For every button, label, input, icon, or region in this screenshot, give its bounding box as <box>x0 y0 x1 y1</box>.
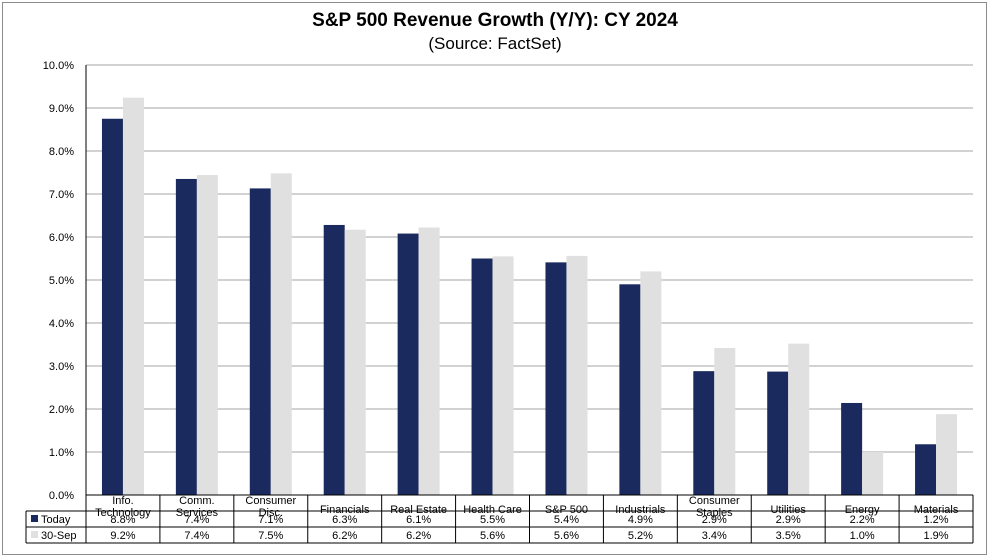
category-label: Services <box>176 507 219 519</box>
category-label: Comm. <box>179 495 214 507</box>
bar-sep30 <box>862 452 884 495</box>
data-label: 6.1% <box>406 514 431 526</box>
data-label: 5.2% <box>628 530 653 542</box>
legend-label: Today <box>41 514 71 526</box>
data-label: 2.9% <box>776 514 801 526</box>
bar-today <box>101 118 123 495</box>
data-label: 1.0% <box>850 530 875 542</box>
category-label: Energy <box>845 504 880 516</box>
data-label: 6.2% <box>406 530 431 542</box>
bar-sep30 <box>714 347 736 495</box>
legend-key <box>31 515 38 522</box>
legend-key <box>31 531 38 538</box>
data-label: 6.2% <box>332 530 357 542</box>
y-tick-label: 10.0% <box>43 60 74 72</box>
data-label: 8.8% <box>110 514 135 526</box>
bars <box>101 97 958 496</box>
chart-subtitle: (Source: FactSet) <box>428 34 561 53</box>
y-tick-label: 2.0% <box>49 404 74 416</box>
data-label: 1.9% <box>924 530 949 542</box>
data-label: 5.6% <box>480 530 505 542</box>
legend-label: 30-Sep <box>41 530 76 542</box>
category-label: Financials <box>320 504 370 516</box>
y-tick-label: 7.0% <box>49 189 74 201</box>
data-label: 5.4% <box>554 514 579 526</box>
category-label: Info. <box>112 495 133 507</box>
category-label: Health Care <box>463 504 522 516</box>
data-label: 2.2% <box>850 514 875 526</box>
category-label: Consumer <box>689 495 740 507</box>
data-label: 3.5% <box>776 530 801 542</box>
data-label: 5.5% <box>480 514 505 526</box>
category-label: Industrials <box>615 504 666 516</box>
bar-sep30 <box>418 227 440 496</box>
bar-sep30 <box>566 255 588 495</box>
bar-sep30 <box>196 175 218 495</box>
y-tick-label: 3.0% <box>49 361 74 373</box>
bar-today <box>841 402 863 495</box>
y-tick-label: 4.0% <box>49 318 74 330</box>
bar-today <box>767 371 789 495</box>
category-label: Materials <box>914 504 959 516</box>
bar-today <box>693 371 715 495</box>
bar-today <box>545 262 567 495</box>
data-label: 5.6% <box>554 530 579 542</box>
category-label: Technology <box>95 507 151 519</box>
data-label: 6.3% <box>332 514 357 526</box>
y-tick-label: 5.0% <box>49 275 74 287</box>
category-label: Consumer <box>245 495 296 507</box>
bar-sep30 <box>640 271 662 495</box>
bar-sep30 <box>788 343 810 495</box>
bar-sep30 <box>122 97 144 496</box>
bar-today <box>471 258 493 495</box>
bar-sep30 <box>492 256 514 495</box>
gridlines <box>86 64 973 453</box>
category-label: Utilities <box>770 504 806 516</box>
y-tick-label: 0.0% <box>49 490 74 502</box>
bar-sep30 <box>936 414 958 495</box>
bar-today <box>915 444 937 495</box>
data-table: Info.TechnologyComm.ServicesConsumerDisc… <box>25 494 974 544</box>
axes: 0.0% 1.0% 2.0% 3.0% 4.0% 5.0% 6.0% 7.0% 8.0% 9.0%… <box>43 60 87 543</box>
bar-today <box>323 224 345 495</box>
data-label: 2.9% <box>702 514 727 526</box>
data-label: 7.4% <box>184 530 209 542</box>
chart-title: S&P 500 Revenue Growth (Y/Y): CY 2024 <box>312 10 678 31</box>
y-tick-label: 6.0% <box>49 232 74 244</box>
bar-sep30 <box>344 229 366 495</box>
category-label: S&P 500 <box>545 504 588 516</box>
data-label: 1.2% <box>924 514 949 526</box>
bar-today <box>249 188 271 495</box>
data-label: 7.4% <box>184 514 209 526</box>
category-label: Staples <box>696 507 733 519</box>
data-label: 3.4% <box>702 530 727 542</box>
bar-sep30 <box>270 173 292 496</box>
category-label: Disc. <box>259 507 283 519</box>
y-tick-label: 1.0% <box>49 447 74 459</box>
category-label: Real Estate <box>390 504 447 516</box>
y-tick-label: 8.0% <box>49 146 74 158</box>
bar-today <box>619 284 641 495</box>
data-label: 9.2% <box>110 530 135 542</box>
data-label: 7.5% <box>258 530 283 542</box>
data-label: 4.9% <box>628 514 653 526</box>
bar-today <box>175 178 197 495</box>
y-tick-label: 9.0% <box>49 103 74 115</box>
bar-today <box>397 233 419 495</box>
data-label: 7.1% <box>258 514 283 526</box>
